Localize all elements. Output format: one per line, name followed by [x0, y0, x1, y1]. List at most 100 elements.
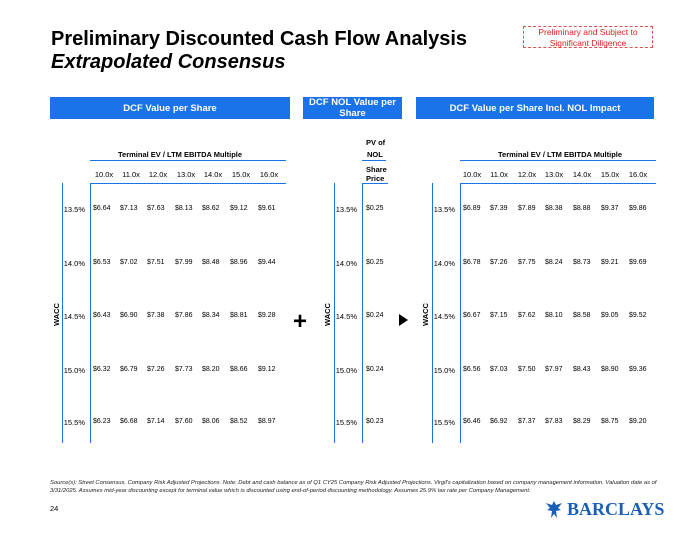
multiple-col-header: 10.0x [462, 170, 482, 179]
wacc-row-label: 15.5% [433, 418, 455, 427]
table1-cell: $8.97 [258, 418, 276, 425]
table1-cell: $6.90 [120, 312, 138, 319]
multiple-header-3: Terminal EV / LTM EBITDA Multiple [498, 150, 623, 159]
page-number: 24 [50, 504, 59, 513]
table1-cell: $8.20 [202, 366, 220, 373]
multiple-col-header: 14.0x [203, 170, 223, 179]
page-subtitle: Extrapolated Consensus [51, 51, 286, 73]
table2-cell: $0.24 [366, 312, 384, 319]
wacc-row-label: 15.0% [335, 366, 357, 375]
nol-header-line3: Share [366, 165, 387, 174]
divider [362, 183, 363, 443]
multiple-col-header: 15.0x [600, 170, 620, 179]
table2-cell: $0.25 [366, 205, 384, 212]
multiple-col-header: 12.0x [517, 170, 537, 179]
table3-cell: $7.75 [518, 259, 536, 266]
multiple-col-header: 14.0x [572, 170, 592, 179]
wacc-row-label: 14.0% [63, 259, 85, 268]
wacc-row-label: 14.5% [335, 312, 357, 321]
table1-cell: $8.52 [230, 418, 248, 425]
table1-cell: $7.02 [120, 259, 138, 266]
multiple-col-header: 12.0x [148, 170, 168, 179]
multiple-col-header: 16.0x [628, 170, 648, 179]
wacc-row-label: 14.5% [433, 312, 455, 321]
table1-cell: $7.51 [147, 259, 165, 266]
table3-cell: $8.75 [601, 418, 619, 425]
section-header-dcf: DCF Value per Share [50, 97, 290, 119]
table1-cell: $9.12 [258, 366, 276, 373]
table3-cell: $9.37 [601, 205, 619, 212]
divider [90, 183, 91, 443]
divider [432, 183, 433, 443]
divider [90, 183, 286, 184]
table1-cell: $7.26 [147, 366, 165, 373]
table1-cell: $9.28 [258, 312, 276, 319]
table3-cell: $6.78 [463, 259, 481, 266]
table3-cell: $9.21 [601, 259, 619, 266]
table3-cell: $7.83 [545, 418, 563, 425]
table1-cell: $6.79 [120, 366, 138, 373]
table3-cell: $7.89 [518, 205, 536, 212]
table1-cell: $8.66 [230, 366, 248, 373]
table2-cell: $0.24 [366, 366, 384, 373]
table3-cell: $8.10 [545, 312, 563, 319]
table1-cell: $9.61 [258, 205, 276, 212]
table1-cell: $7.60 [175, 418, 193, 425]
table1-cell: $7.14 [147, 418, 165, 425]
table1-cell: $9.12 [230, 205, 248, 212]
table1-cell: $6.23 [93, 418, 111, 425]
table3-cell: $7.03 [490, 366, 508, 373]
wacc-row-label: 13.5% [433, 205, 455, 214]
wacc-row-label: 15.0% [433, 366, 455, 375]
arrow-right-icon [399, 314, 408, 326]
divider [362, 160, 386, 161]
table1-cell: $7.99 [175, 259, 193, 266]
multiple-col-header: 11.0x [122, 170, 140, 179]
draft-notice: Preliminary and Subject to Significant D… [523, 26, 653, 48]
table3-cell: $9.36 [629, 366, 647, 373]
table3-cell: $9.86 [629, 205, 647, 212]
table1-cell: $6.64 [93, 205, 111, 212]
divider [62, 183, 63, 443]
table1-cell: $6.32 [93, 366, 111, 373]
wacc-row-label: 13.5% [63, 205, 85, 214]
page-title: Preliminary Discounted Cash Flow Analysi… [51, 28, 468, 50]
table3-cell: $8.24 [545, 259, 563, 266]
section-header-nol: DCF NOL Value per Share [303, 97, 402, 119]
table1-cell: $8.62 [202, 205, 220, 212]
plus-operator: + [293, 308, 308, 335]
table3-cell: $7.62 [518, 312, 536, 319]
table3-cell: $7.15 [490, 312, 508, 319]
table3-cell: $7.26 [490, 259, 508, 266]
table3-cell: $9.69 [629, 259, 647, 266]
wacc-row-label: 15.0% [63, 366, 85, 375]
table3-cell: $9.20 [629, 418, 647, 425]
divider [460, 160, 656, 161]
table1-cell: $8.34 [202, 312, 220, 319]
multiple-col-header: 16.0x [259, 170, 279, 179]
table1-cell: $6.43 [93, 312, 111, 319]
table3-cell: $6.56 [463, 366, 481, 373]
divider [334, 183, 335, 443]
wacc-row-label: 15.5% [335, 418, 357, 427]
table1-cell: $9.44 [258, 259, 276, 266]
table3-cell: $8.88 [573, 205, 591, 212]
table3-cell: $7.37 [518, 418, 536, 425]
sources-note: Source(s): Street Consensus, Company Ris… [50, 480, 657, 494]
table3-cell: $8.38 [545, 205, 563, 212]
table3-cell: $6.89 [463, 205, 481, 212]
table3-cell: $6.46 [463, 418, 481, 425]
divider [90, 160, 286, 161]
multiple-col-header: 10.0x [94, 170, 114, 179]
wacc-row-label: 14.0% [433, 259, 455, 268]
nol-header-line2: NOL [367, 150, 383, 159]
table3-cell: $8.73 [573, 259, 591, 266]
table3-cell: $6.67 [463, 312, 481, 319]
table3-cell: $6.92 [490, 418, 508, 425]
table3-cell: $9.52 [629, 312, 647, 319]
divider [460, 183, 461, 443]
multiple-col-header: 11.0x [490, 170, 508, 179]
table1-cell: $7.73 [175, 366, 193, 373]
table2-cell: $0.25 [366, 259, 384, 266]
barclays-logo: BARCLAYS [545, 499, 664, 520]
